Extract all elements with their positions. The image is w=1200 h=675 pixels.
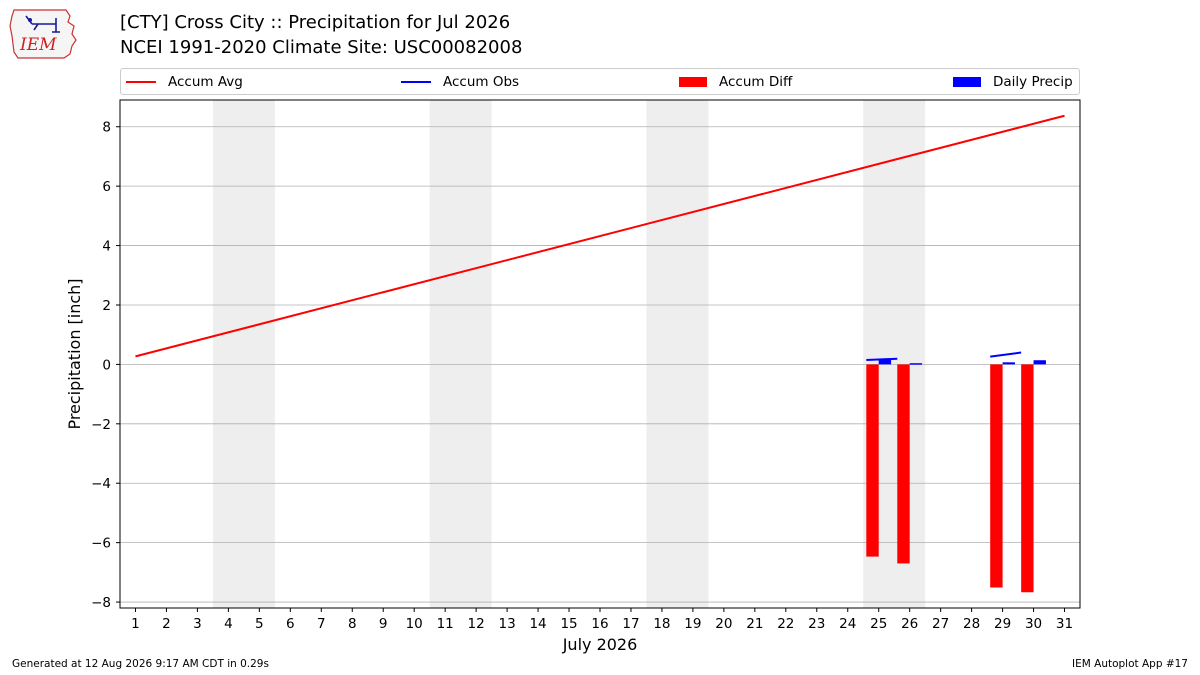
weekend-band bbox=[429, 100, 492, 608]
x-tick-label: 28 bbox=[963, 616, 980, 632]
daily-precip-bar bbox=[1002, 362, 1015, 365]
logo-text: IEM bbox=[19, 35, 57, 55]
y-tick-label: −4 bbox=[91, 476, 111, 492]
x-tick-label: 21 bbox=[746, 616, 763, 632]
y-tick-label: 0 bbox=[102, 357, 111, 373]
x-tick-label: 11 bbox=[437, 616, 454, 632]
chart-subtitle: NCEI 1991-2020 Climate Site: USC00082008 bbox=[120, 37, 523, 58]
legend-item-accum-diff: Accum Diff bbox=[679, 69, 792, 94]
y-tick-label: 2 bbox=[102, 298, 111, 314]
y-axis-label: Precipitation [inch] bbox=[65, 278, 84, 429]
x-tick-label: 27 bbox=[932, 616, 949, 632]
accum-obs-line bbox=[866, 357, 898, 361]
x-tick-label: 8 bbox=[348, 616, 357, 632]
legend-label-accum-avg: Accum Avg bbox=[168, 73, 243, 90]
x-tick-label: 1 bbox=[131, 616, 140, 632]
legend-label-accum-obs: Accum Obs bbox=[443, 73, 520, 90]
y-tick-label: −2 bbox=[91, 417, 111, 433]
legend-swatch-accum-obs bbox=[401, 80, 431, 83]
x-tick-label: 25 bbox=[870, 616, 887, 632]
x-tick-label: 23 bbox=[808, 616, 825, 632]
x-tick-label: 29 bbox=[994, 616, 1011, 632]
iem-logo: IEM bbox=[9, 9, 77, 59]
x-tick-label: 3 bbox=[193, 616, 202, 632]
x-axis-label: July 2026 bbox=[562, 635, 638, 654]
x-tick-label: 9 bbox=[379, 616, 388, 632]
daily-precip-bar bbox=[1033, 360, 1046, 365]
x-tick-label: 19 bbox=[684, 616, 701, 632]
weekend-band bbox=[646, 100, 709, 608]
y-tick-label: −8 bbox=[91, 595, 111, 611]
daily-precip-bar bbox=[878, 359, 892, 365]
x-tick-label: 4 bbox=[224, 616, 233, 632]
legend-label-accum-diff: Accum Diff bbox=[719, 73, 793, 90]
weekend-band bbox=[212, 100, 275, 608]
accum-avg-line bbox=[135, 114, 1065, 358]
x-tick-label: 22 bbox=[777, 616, 794, 632]
x-tick-label: 10 bbox=[406, 616, 423, 632]
x-tick-label: 30 bbox=[1025, 616, 1042, 632]
y-tick-label: −6 bbox=[91, 536, 111, 552]
legend-item-accum-avg: Accum Avg bbox=[126, 69, 243, 94]
chart-title: [CTY] Cross City :: Precipitation for Ju… bbox=[120, 12, 511, 33]
x-tick-label: 6 bbox=[286, 616, 295, 632]
x-tick-label: 18 bbox=[653, 616, 670, 632]
footer-generated: Generated at 12 Aug 2026 9:17 AM CDT in … bbox=[12, 658, 269, 670]
x-tick-label: 12 bbox=[468, 616, 485, 632]
accum-obs-line bbox=[990, 351, 1022, 358]
accum-diff-bar bbox=[866, 364, 879, 557]
x-tick-label: 24 bbox=[839, 616, 856, 632]
x-tick-label: 15 bbox=[560, 616, 577, 632]
y-tick-label: 8 bbox=[102, 120, 111, 136]
legend-label-daily-precip: Daily Precip bbox=[993, 73, 1073, 90]
legend-swatch-accum-avg bbox=[126, 80, 156, 83]
legend: Accum Avg Accum Obs Accum Diff Daily Pre… bbox=[120, 68, 1080, 95]
accum-diff-bar bbox=[1021, 364, 1034, 593]
y-tick-label: 4 bbox=[102, 239, 111, 255]
legend-swatch-daily-precip bbox=[953, 76, 981, 87]
x-tick-label: 16 bbox=[591, 616, 608, 632]
x-tick-label: 5 bbox=[255, 616, 264, 632]
x-tick-label: 14 bbox=[529, 616, 546, 632]
x-tick-label: 26 bbox=[901, 616, 918, 632]
accum-diff-bar bbox=[990, 364, 1003, 588]
x-tick-label: 20 bbox=[715, 616, 732, 632]
legend-item-daily-precip: Daily Precip bbox=[953, 69, 1073, 94]
x-tick-label: 17 bbox=[622, 616, 639, 632]
legend-swatch-accum-diff bbox=[679, 76, 707, 87]
legend-item-accum-obs: Accum Obs bbox=[401, 69, 519, 94]
y-tick-label: 6 bbox=[102, 179, 111, 195]
x-tick-label: 31 bbox=[1056, 616, 1073, 632]
plot-frame bbox=[119, 99, 1081, 609]
x-tick-label: 13 bbox=[499, 616, 516, 632]
x-tick-label: 2 bbox=[162, 616, 171, 632]
daily-precip-bar bbox=[909, 363, 923, 365]
x-tick-label: 7 bbox=[317, 616, 326, 632]
footer-app-id: IEM Autoplot App #17 bbox=[1072, 658, 1188, 670]
accum-diff-bar bbox=[897, 364, 910, 564]
